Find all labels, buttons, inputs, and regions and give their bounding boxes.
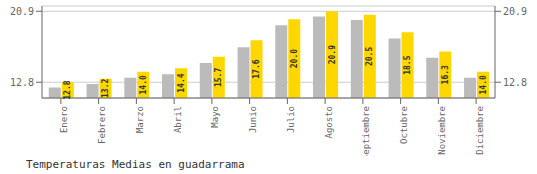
svg-text:12.8: 12.8 [503, 77, 527, 88]
svg-text:Abril: Abril [173, 106, 183, 133]
svg-text:15.7: 15.7 [214, 68, 223, 87]
svg-text:18.5: 18.5 [403, 55, 412, 74]
svg-text:14.0: 14.0 [479, 75, 488, 94]
svg-text:13.2: 13.2 [101, 79, 110, 98]
svg-text:Agosto: Agosto [324, 106, 334, 139]
svg-text:14.0: 14.0 [139, 75, 148, 94]
svg-text:20.9: 20.9 [328, 45, 337, 64]
svg-text:Mayo: Mayo [210, 106, 220, 128]
svg-text:14.4: 14.4 [177, 73, 186, 92]
svg-text:12.8: 12.8 [10, 77, 34, 88]
svg-text:Julio: Julio [286, 106, 296, 133]
svg-text:Diciembre: Diciembre [475, 106, 485, 155]
svg-text:Febrero: Febrero [97, 106, 107, 144]
svg-text:12.8: 12.8 [63, 80, 72, 99]
svg-text:20.0: 20.0 [290, 49, 299, 68]
svg-text:Marzo: Marzo [135, 106, 145, 133]
svg-text:20.5: 20.5 [365, 47, 374, 66]
svg-text:Octubre: Octubre [399, 106, 409, 144]
svg-text:Junio: Junio [248, 106, 258, 133]
svg-text:16.3: 16.3 [441, 65, 450, 84]
svg-text:17.6: 17.6 [252, 59, 261, 78]
svg-text:20.9: 20.9 [10, 6, 34, 17]
svg-text:Noviembre: Noviembre [437, 106, 447, 155]
html-text:Temperaturas Medias en guadarr: Temperaturas Medias en guadarrama [26, 158, 245, 171]
svg-text:Enero: Enero [59, 106, 69, 133]
svg-text:Septiembre: Septiembre [361, 106, 371, 156]
svg-text:20.9: 20.9 [503, 6, 527, 17]
